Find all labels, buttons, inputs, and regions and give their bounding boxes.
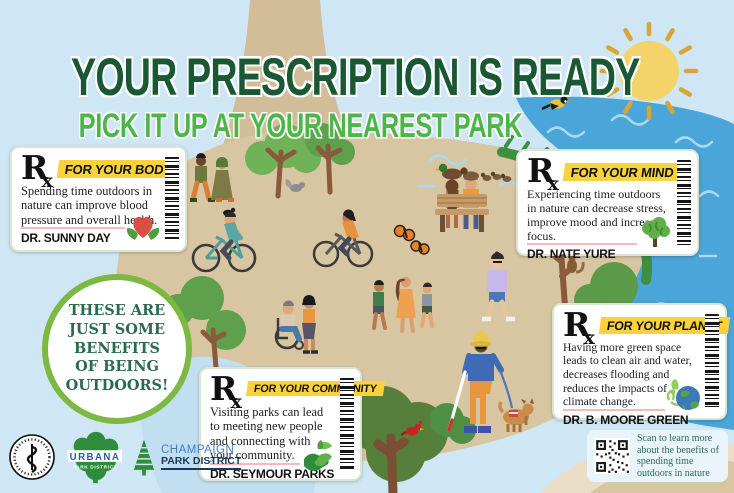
signature-line xyxy=(527,242,637,245)
card-label: FOR YOUR MIND xyxy=(562,163,682,181)
champaign-park-district-logo: CHAMPAIGN PARK DISTRICT xyxy=(132,437,242,477)
card-text: Visiting parks can lead to meeting new p… xyxy=(210,404,324,463)
earth-icon xyxy=(666,379,700,410)
doctor-name: DR. NATE YURE xyxy=(527,246,616,261)
page-subtitle: PICK IT UP AT YOUR NEAREST PARK xyxy=(78,105,522,145)
signature-line xyxy=(210,462,300,465)
page-title: YOUR PRESCRIPTION IS READY xyxy=(71,47,640,107)
squirrel-icon xyxy=(567,254,585,274)
urbana-park-district-logo: URBANA PARK DISTRICT xyxy=(67,431,123,484)
card-text: Having more green space leads to clean a… xyxy=(563,340,692,409)
hoodie-walker xyxy=(482,251,515,322)
rx-card-community: Rx FOR YOUR COMMUNITY Visiting parks can… xyxy=(199,367,385,481)
barcode xyxy=(340,378,354,470)
barcode xyxy=(705,314,719,409)
ducks xyxy=(434,163,512,182)
brain-tree-icon xyxy=(642,217,670,247)
pine-tree-icon xyxy=(133,439,155,476)
benefits-badge-text: THESE ARE JUST SOME BENEFITS OF BEING OU… xyxy=(65,301,169,395)
handshake-leaves-icon xyxy=(304,440,332,471)
butterfly-icon xyxy=(393,224,416,242)
barcode xyxy=(165,157,179,241)
walking-couple xyxy=(190,153,234,202)
signature-line xyxy=(563,408,665,411)
medical-society-seal-logo xyxy=(9,434,55,480)
squirrel-icon xyxy=(285,179,305,192)
rx-symbol: Rx xyxy=(563,305,595,349)
walking-group xyxy=(372,276,434,333)
champaign-logo-line2: PARK DISTRICT xyxy=(161,455,242,471)
doctor-name: DR. SUNNY DAY xyxy=(21,231,111,246)
cardinal-icon xyxy=(400,420,424,437)
rx-symbol: Rx xyxy=(21,148,53,192)
card-text: Spending time outdoors in nature can imp… xyxy=(21,183,158,227)
qr-code-icon xyxy=(594,438,630,474)
doctor-name: DR. SEYMOUR PARKS xyxy=(210,466,335,481)
butterfly-icon xyxy=(410,240,430,255)
rx-card-mind: Rx FOR YOUR MIND Experiencing time outdo… xyxy=(516,149,699,261)
scan-note: Scan to learn more about the benefits of… xyxy=(637,433,719,479)
qr-scan-panel: Scan to learn more about the benefits of… xyxy=(587,430,728,482)
rx-card-body: Rx FOR YOUR BODY Spending time outdoors … xyxy=(10,146,187,252)
flying-bird-icon xyxy=(541,96,572,111)
cyclist xyxy=(312,209,374,268)
card-label: FOR YOUR COMMUNITY xyxy=(245,381,385,396)
tree xyxy=(245,124,321,199)
partner-logos: URBANA PARK DISTRICT CHAMPAIGN PARK DIST… xyxy=(8,428,242,486)
guide-dog-walker xyxy=(447,331,534,433)
rx-card-planet: Rx FOR YOUR PLANET Having more green spa… xyxy=(552,303,731,427)
wheelchair-pair xyxy=(274,295,318,354)
heart-leaves-icon xyxy=(126,216,160,240)
cyclist xyxy=(191,211,257,273)
card-label: FOR YOUR BODY xyxy=(56,160,180,178)
tree xyxy=(305,123,355,195)
barcode xyxy=(677,160,691,245)
sun-icon xyxy=(599,21,699,121)
tree xyxy=(162,276,246,371)
signature-line xyxy=(21,227,125,230)
card-text: Experiencing time outdoors in nature can… xyxy=(527,186,666,243)
champaign-logo-line1: CHAMPAIGN xyxy=(161,443,235,456)
svg-text:URBANA: URBANA xyxy=(70,452,121,463)
rx-symbol: Rx xyxy=(210,369,242,413)
svg-text:PARK DISTRICT: PARK DISTRICT xyxy=(73,465,117,471)
rx-symbol: Rx xyxy=(527,151,559,195)
benefits-badge: THESE ARE JUST SOME BENEFITS OF BEING OU… xyxy=(42,274,192,424)
path-ribbon xyxy=(222,0,350,148)
doctor-name: DR. B. MOORE GREEN xyxy=(563,412,689,427)
